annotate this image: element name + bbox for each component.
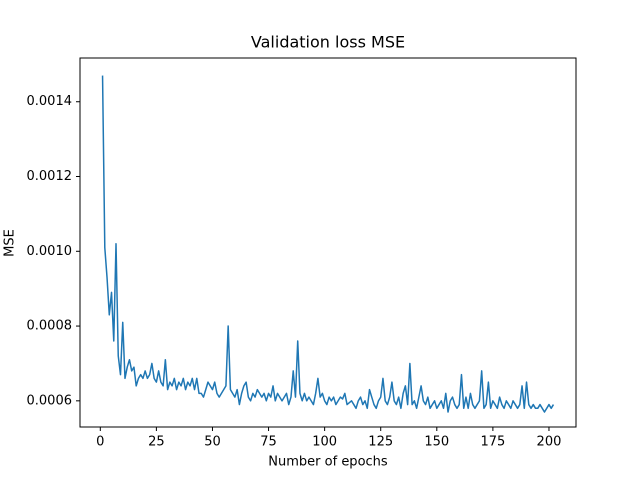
- x-tick-label: 200: [537, 435, 562, 450]
- x-tick-label: 25: [148, 435, 165, 450]
- x-tick-label: 0: [96, 435, 104, 450]
- x-tick-label: 175: [480, 435, 505, 450]
- x-tick-label: 75: [260, 435, 277, 450]
- y-tick-label: 0.0008: [27, 319, 73, 334]
- chart-title: Validation loss MSE: [251, 33, 405, 52]
- x-tick-label: 50: [204, 435, 221, 450]
- x-tick-label: 100: [312, 435, 337, 450]
- y-axis-label: MSE: [3, 229, 18, 257]
- y-tick-label: 0.0012: [27, 169, 73, 184]
- x-tick-label: 150: [424, 435, 449, 450]
- line: [101, 75, 555, 413]
- y-tick-label: 0.0010: [27, 244, 73, 259]
- y-tick-label: 0.0014: [27, 94, 73, 109]
- x-axis-label: Number of epochs: [268, 455, 388, 470]
- y-tick-label: 0.0006: [27, 393, 73, 408]
- x-tick-label: 125: [368, 435, 393, 450]
- plot-frame: [79, 57, 577, 428]
